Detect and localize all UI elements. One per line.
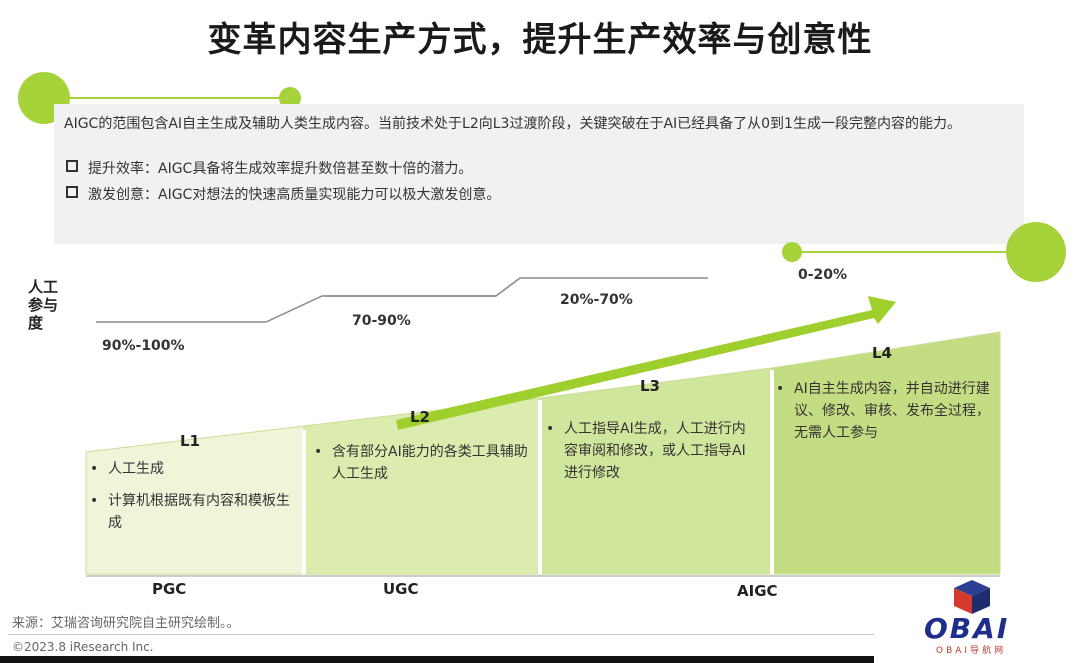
intro-panel	[54, 104, 1024, 244]
level-l3-items: 人工指导AI生成，人工进行内容审阅和修改，或人工指导AI进行修改	[542, 418, 748, 494]
level-l4-items: AI自主生成内容，并自动进行建议、修改、审核、发布全过程，无需人工参与	[772, 378, 1000, 454]
list-item: AI自主生成内容，并自动进行建议、修改、审核、发布全过程，无需人工参与	[772, 378, 1000, 444]
level-label-l2: L2	[410, 408, 430, 426]
bottom-bar	[0, 656, 874, 663]
intro-bullet-creativity: 激发创意：AIGC对想法的快速高质量实现能力可以极大激发创意。	[66, 184, 500, 204]
level-label-l4: L4	[872, 344, 892, 362]
level-l2-items: 含有部分AI能力的各类工具辅助人工生成	[310, 441, 532, 495]
list-item: 含有部分AI能力的各类工具辅助人工生成	[310, 441, 532, 485]
y-axis-label: 人工参与度	[28, 278, 59, 332]
footer-divider	[8, 634, 874, 635]
source-note: 来源：艾瑞咨询研究院自主研究绘制。。	[12, 616, 240, 631]
intro-bullet-text: 激发创意：AIGC对想法的快速高质量实现能力可以极大激发创意。	[88, 187, 501, 203]
participation-l3: 20%-70%	[560, 292, 633, 308]
list-item: 人工指导AI生成，人工进行内容审阅和修改，或人工指导AI进行修改	[542, 418, 748, 484]
logo-subtitle: OBAI导航网	[936, 646, 1007, 656]
participation-l2: 70-90%	[352, 313, 411, 329]
level-label-l1: L1	[180, 432, 200, 450]
square-bullet-icon	[66, 160, 78, 172]
ai-capability-arrow	[396, 296, 896, 430]
category-ugc: UGC	[383, 580, 419, 598]
level-l1-items: 人工生成 计算机根据既有内容和模板生成	[86, 458, 302, 544]
level-label-l3: L3	[640, 377, 660, 395]
copyright: ©2023.8 iResearch Inc.	[12, 640, 154, 654]
participation-l4: 0-20%	[798, 267, 848, 283]
category-pgc: PGC	[152, 580, 187, 598]
intro-text: AIGC的范围包含AI自主生成及辅助人类生成内容。当前技术处于L2向L3过渡阶段…	[64, 116, 961, 132]
category-aigc: AIGC	[737, 582, 778, 600]
decor-circle-large-right	[1006, 222, 1066, 282]
square-bullet-icon	[66, 186, 78, 198]
decor-circle-small	[279, 87, 301, 109]
intro-bullet-efficiency: 提升效率：AIGC具备将生成效率提升数倍甚至数十倍的潜力。	[66, 158, 472, 178]
logo-text: OBAI	[924, 612, 1010, 645]
list-item: 人工生成	[86, 458, 302, 480]
intro-bullet-text: 提升效率：AIGC具备将生成效率提升数倍甚至数十倍的潜力。	[88, 161, 473, 177]
list-item: 计算机根据既有内容和模板生成	[86, 490, 302, 534]
participation-l1: 90%-100%	[102, 338, 185, 354]
logo-cube-icon	[954, 580, 990, 614]
page-title: 变革内容生产方式，提升生产效率与创意性	[207, 20, 873, 60]
